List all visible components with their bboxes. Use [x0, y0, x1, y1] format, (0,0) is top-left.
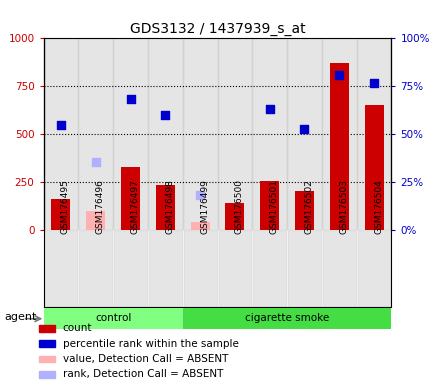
Bar — [286, 230, 321, 307]
Bar — [113, 38, 148, 230]
Bar — [321, 38, 356, 230]
Bar — [51, 199, 70, 230]
Bar — [78, 230, 113, 307]
Point — [300, 126, 307, 132]
Bar — [252, 230, 286, 307]
Bar — [43, 308, 182, 329]
Text: GSM176502: GSM176502 — [304, 179, 313, 234]
Point — [266, 106, 273, 113]
Bar — [121, 167, 140, 230]
Bar — [155, 185, 174, 230]
Bar — [39, 371, 55, 377]
Text: GSM176504: GSM176504 — [373, 179, 382, 234]
Bar — [225, 203, 244, 230]
Point — [57, 122, 64, 128]
Point — [161, 112, 168, 118]
Text: GSM176499: GSM176499 — [200, 179, 209, 234]
Bar — [182, 230, 217, 307]
Bar — [294, 191, 313, 230]
Text: GSM176498: GSM176498 — [165, 179, 174, 234]
Text: GSM176501: GSM176501 — [269, 179, 278, 234]
Bar — [39, 325, 55, 331]
Text: GSM176497: GSM176497 — [130, 179, 139, 234]
Bar — [78, 38, 113, 230]
Bar — [39, 341, 55, 347]
Text: value, Detection Call = ABSENT: value, Detection Call = ABSENT — [62, 354, 228, 364]
Point — [127, 96, 134, 102]
Text: agent: agent — [4, 312, 36, 322]
Bar — [148, 230, 182, 307]
Bar — [252, 38, 286, 230]
Point — [196, 192, 203, 198]
Text: GSM176495: GSM176495 — [61, 179, 70, 234]
Bar — [86, 211, 105, 230]
Bar — [217, 38, 252, 230]
Bar — [190, 222, 209, 230]
Point — [370, 79, 377, 86]
Text: GSM176496: GSM176496 — [95, 179, 105, 234]
Bar — [260, 182, 279, 230]
Text: GSM176503: GSM176503 — [339, 179, 348, 234]
Bar — [364, 105, 383, 230]
Text: percentile rank within the sample: percentile rank within the sample — [62, 339, 238, 349]
Text: cigarette smoke: cigarette smoke — [244, 313, 329, 323]
Point — [92, 159, 99, 166]
Bar — [356, 38, 391, 230]
Text: control: control — [95, 313, 131, 323]
Point — [335, 72, 342, 78]
Bar — [329, 63, 348, 230]
Bar — [286, 38, 321, 230]
Bar — [321, 230, 356, 307]
Text: GSM176500: GSM176500 — [234, 179, 243, 234]
Bar — [113, 230, 148, 307]
Text: count: count — [62, 323, 92, 333]
Bar — [39, 356, 55, 362]
Bar — [148, 38, 182, 230]
Bar — [217, 230, 252, 307]
Bar — [182, 308, 391, 329]
Bar — [43, 38, 78, 230]
Bar — [356, 230, 391, 307]
Bar — [182, 38, 217, 230]
Bar — [43, 230, 78, 307]
Text: rank, Detection Call = ABSENT: rank, Detection Call = ABSENT — [62, 369, 223, 379]
Title: GDS3132 / 1437939_s_at: GDS3132 / 1437939_s_at — [129, 22, 305, 36]
